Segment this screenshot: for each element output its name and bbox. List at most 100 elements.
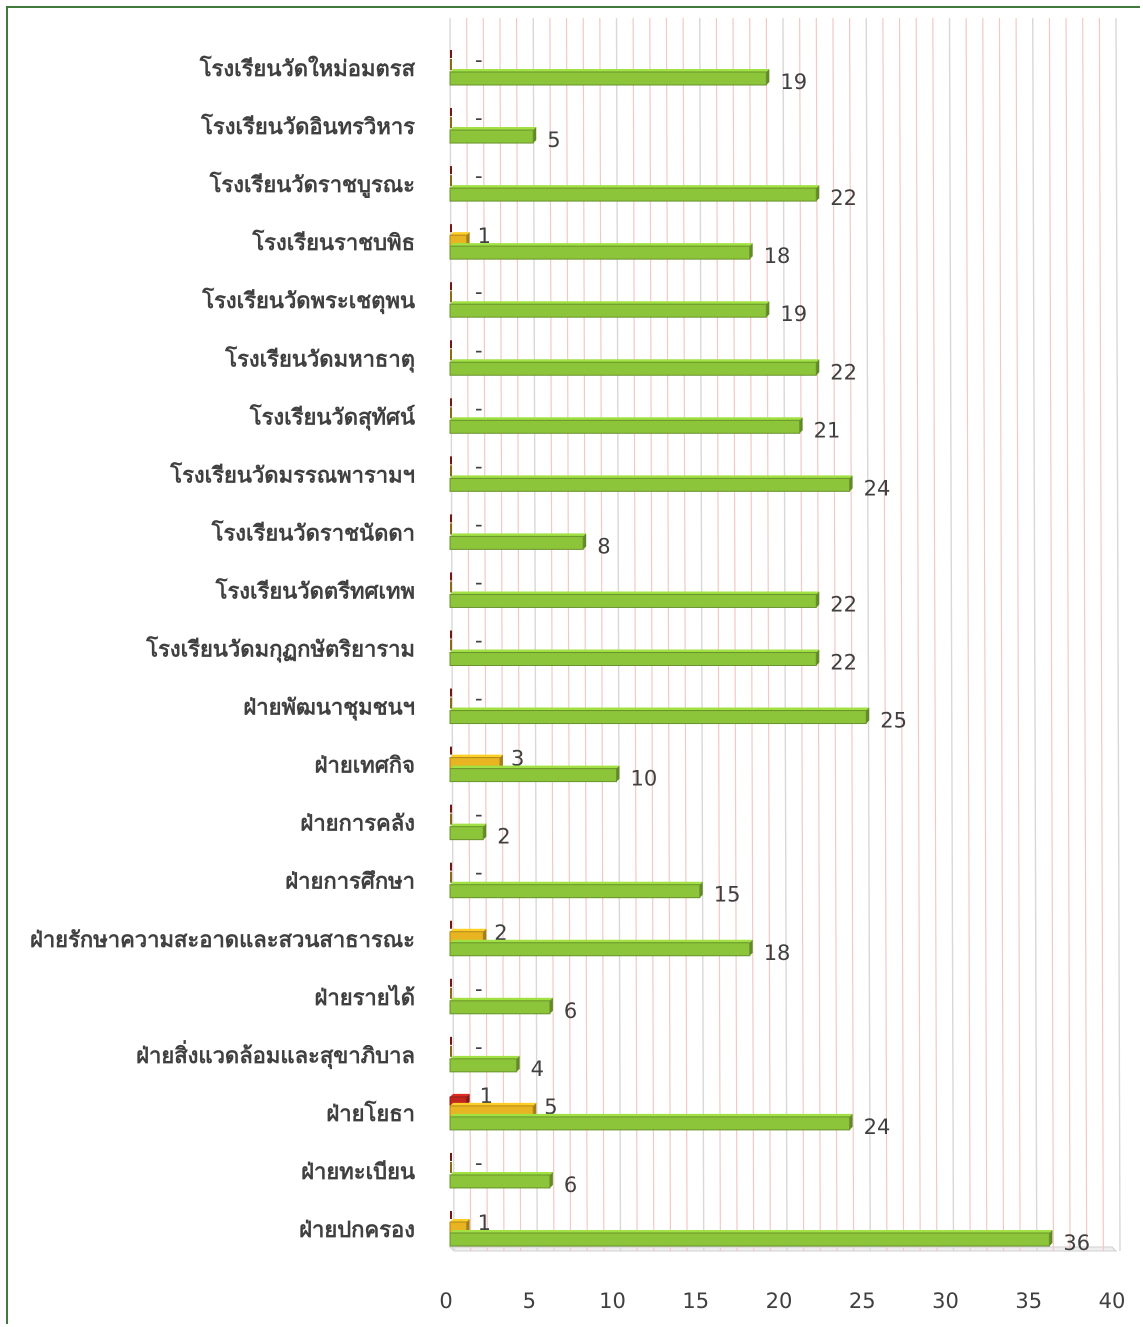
x-tick-label: 35 <box>1015 1289 1042 1313</box>
category-label: ฝ่ายพัฒนาชุมชนฯ <box>243 696 415 722</box>
bar-top <box>450 301 770 305</box>
gridline <box>882 17 888 1252</box>
gridline <box>682 17 688 1252</box>
bar-side <box>583 533 587 550</box>
category-label: โรงเรียนวัดมรรณพารามฯ <box>169 461 415 488</box>
bar-stub <box>450 688 452 697</box>
bar-top <box>450 765 620 769</box>
bar-stub <box>450 746 452 755</box>
bar <box>449 884 701 899</box>
bar-top <box>450 591 820 595</box>
gridline <box>599 17 605 1252</box>
bar-stub <box>450 987 452 999</box>
bar-side <box>699 881 703 898</box>
bar-side <box>516 1055 520 1072</box>
bar <box>449 652 817 666</box>
category-label: โรงเรียนวัดมหาธาตุ <box>224 345 415 373</box>
bar-stub <box>450 1152 452 1161</box>
bar-stub <box>450 630 452 639</box>
category-label: ฝ่ายรักษาความสะอาดและสวนสาธารณะ <box>30 928 415 953</box>
x-tick-label: 10 <box>599 1289 626 1313</box>
data-label: 24 <box>864 476 891 500</box>
bar-top <box>450 1093 470 1097</box>
category-label: โรงเรียนวัดราชนัดดา <box>211 519 415 546</box>
x-tick-label: 15 <box>682 1289 709 1313</box>
gridline <box>715 17 722 1252</box>
bar-stub <box>450 639 452 651</box>
data-label: 22 <box>830 592 857 616</box>
data-label: 3 <box>511 747 524 771</box>
data-label: - <box>475 687 483 711</box>
bar-side <box>466 232 470 247</box>
bar-top <box>450 928 487 932</box>
data-label: - <box>475 338 483 362</box>
bar-side <box>549 997 553 1014</box>
x-tick-label: 5 <box>523 1289 536 1313</box>
data-label: 6 <box>564 999 577 1023</box>
gridline <box>932 17 938 1252</box>
gridline <box>982 17 988 1252</box>
bar-top <box>450 1230 1053 1233</box>
gridline <box>549 17 555 1252</box>
bar <box>449 1116 851 1131</box>
bar-stub <box>450 920 452 929</box>
gridline <box>532 17 538 1252</box>
bar-side <box>799 417 803 434</box>
bar-stub <box>450 804 452 813</box>
category-label: โรงเรียนวัดตรีทศเทพ <box>215 577 415 604</box>
bar-stub <box>450 407 452 419</box>
bar-side <box>816 591 820 608</box>
bar <box>449 710 867 725</box>
gridline <box>898 17 905 1252</box>
bar-side <box>749 243 753 260</box>
data-label: 6 <box>564 1173 577 1197</box>
data-label: - <box>475 803 483 827</box>
gridline <box>565 17 572 1252</box>
bar-stub <box>450 1211 452 1219</box>
data-label: - <box>475 1151 483 1175</box>
data-label: - <box>475 977 483 1001</box>
bar-side <box>483 823 487 840</box>
data-label: 19 <box>780 302 807 326</box>
gridline <box>1065 17 1071 1252</box>
gridline <box>1115 17 1121 1252</box>
category-label: ฝ่ายการศึกษา <box>285 870 415 895</box>
gridline <box>765 17 771 1252</box>
data-label: 22 <box>830 360 857 384</box>
data-label: 18 <box>764 244 791 268</box>
bar-stub <box>450 224 452 233</box>
bar-side <box>766 69 770 85</box>
bar-stub <box>450 862 452 871</box>
data-label: - <box>475 570 483 594</box>
bar <box>449 1058 518 1073</box>
data-label: 22 <box>830 651 857 675</box>
data-label: 22 <box>830 186 857 210</box>
data-label: 18 <box>764 941 791 965</box>
data-label: 5 <box>547 128 560 152</box>
data-label: 2 <box>497 825 510 849</box>
data-label: 4 <box>531 1057 544 1081</box>
data-label: - <box>475 164 483 188</box>
gridline <box>799 17 805 1252</box>
bar-side <box>616 765 620 782</box>
bar-top <box>450 243 753 247</box>
bar-stub <box>450 871 452 883</box>
data-label: 10 <box>631 767 658 791</box>
data-label: 15 <box>714 883 741 907</box>
data-label: - <box>475 396 483 420</box>
category-label: ฝ่ายสิ่งแวดล้อมและสุขาภิบาล <box>136 1039 415 1070</box>
data-label: 5 <box>544 1095 557 1119</box>
bar <box>449 303 767 318</box>
bar-side <box>816 185 820 202</box>
bar <box>449 1000 551 1015</box>
data-label: 19 <box>780 70 807 94</box>
bar-top <box>450 475 853 479</box>
category-label: โรงเรียนวัดสุทัศน์ <box>249 403 415 431</box>
category-label: ฝ่ายเทศกิจ <box>315 754 415 779</box>
bar <box>449 1174 551 1189</box>
bar-stub <box>450 398 452 407</box>
bar <box>449 129 534 144</box>
bar-top <box>450 1171 553 1175</box>
bar-side <box>849 1113 853 1130</box>
gridline <box>632 17 638 1252</box>
